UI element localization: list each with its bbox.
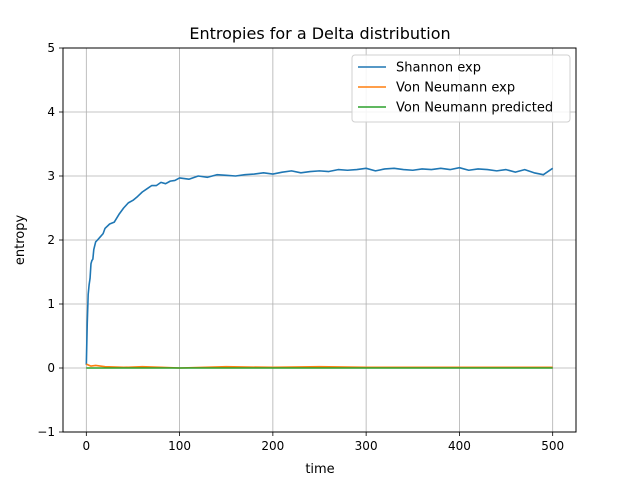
y-tick-label: 1 bbox=[47, 297, 55, 311]
chart-title: Entropies for a Delta distribution bbox=[189, 24, 450, 43]
series-group bbox=[85, 166, 554, 369]
legend: Shannon exp Von Neumann exp Von Neumann pr… bbox=[351, 54, 571, 123]
y-axis-label: entropy bbox=[13, 215, 28, 266]
legend-label: Von Neumann predicted bbox=[396, 101, 553, 116]
y-tick-label: −1 bbox=[37, 425, 55, 439]
y-tick-label: 3 bbox=[47, 169, 55, 183]
x-tick-label: 300 bbox=[355, 439, 378, 453]
x-tick-label: 200 bbox=[261, 439, 284, 453]
ticks: 0 100 200 300 400 500 −1 0 1 2 3 4 5 bbox=[37, 41, 564, 453]
legend-label: Von Neumann exp bbox=[396, 81, 515, 96]
y-tick-label: 4 bbox=[47, 105, 55, 119]
x-tick-label: 400 bbox=[448, 439, 471, 453]
y-tick-label: 0 bbox=[47, 361, 55, 375]
series-line-0 bbox=[85, 166, 554, 365]
x-tick-label: 0 bbox=[82, 439, 90, 453]
y-tick-label: 2 bbox=[47, 233, 55, 247]
legend-label: Shannon exp bbox=[396, 61, 481, 76]
x-axis-label: time bbox=[305, 462, 334, 477]
x-tick-label: 500 bbox=[541, 439, 564, 453]
y-tick-label: 5 bbox=[47, 41, 55, 55]
x-tick-label: 100 bbox=[168, 439, 191, 453]
legend-box bbox=[351, 54, 571, 123]
